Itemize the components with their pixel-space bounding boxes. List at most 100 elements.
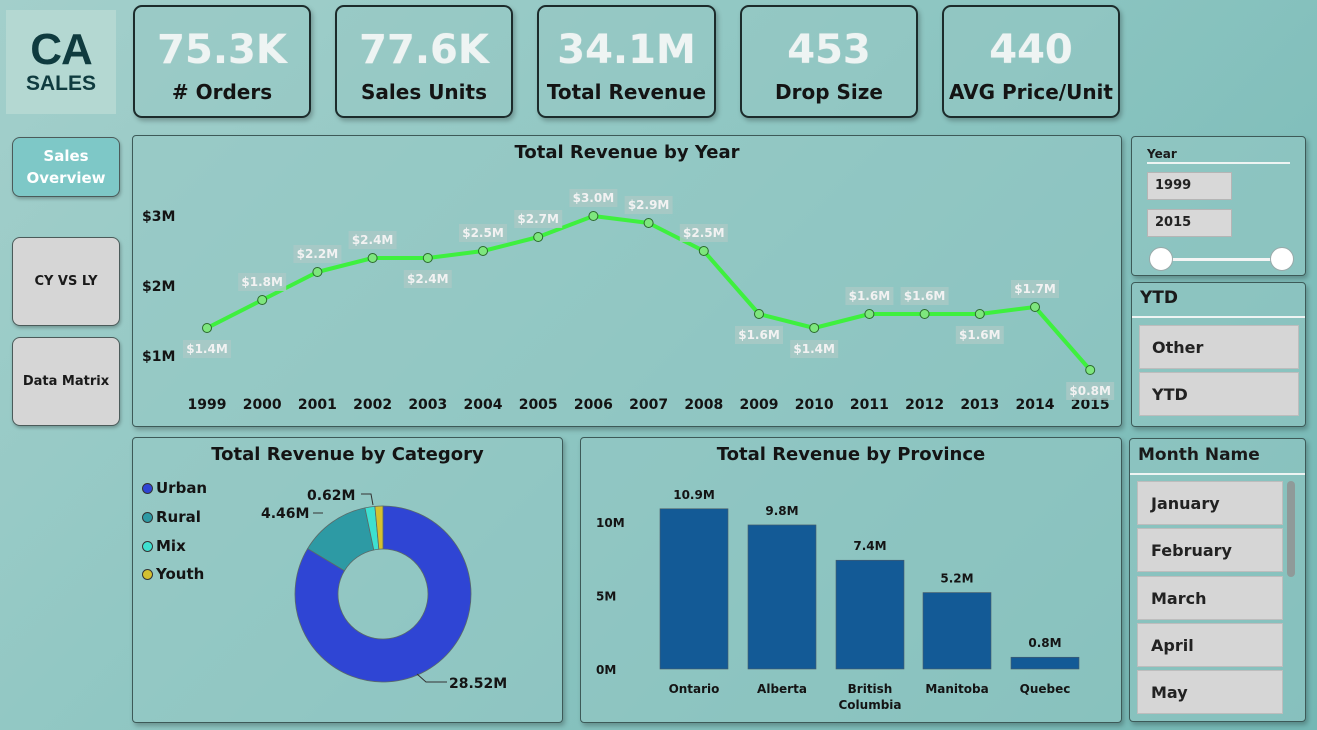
donut-slice-urban [294, 505, 472, 683]
leader-line-urban [416, 673, 447, 683]
bar-value-label: 9.8M [765, 504, 798, 518]
month-scrollbar[interactable] [1287, 481, 1295, 577]
kpi-value: 77.6K [359, 27, 489, 73]
data-label-bg [735, 326, 783, 344]
kpi-value: 453 [787, 27, 871, 73]
slice-label-mix: 0.62M [307, 488, 355, 504]
y-tick-label: $1M [142, 349, 175, 365]
month-option-february[interactable]: February [1137, 528, 1283, 572]
ca-sales-logo: CA SALES [6, 10, 116, 114]
bar-value-label: 7.4M [853, 539, 886, 553]
kpi-value: 440 [989, 27, 1073, 73]
data-label: $2.5M [462, 226, 504, 240]
bar-4 [1010, 656, 1080, 670]
data-label-bg [679, 224, 728, 242]
data-point [754, 309, 764, 319]
data-point [974, 309, 985, 319]
x-tick-label: 2014 [1016, 397, 1055, 413]
chart-title: Total Revenue by Category [211, 444, 484, 465]
data-label: $2.9M [628, 198, 670, 212]
data-label-bg [459, 224, 507, 242]
legend-item-mix: Mix [142, 537, 186, 555]
data-label-bg [955, 326, 1004, 344]
data-label: $1.7M [1014, 282, 1056, 296]
data-label: $2.2M [297, 247, 339, 261]
kpi-label: Total Revenue [546, 80, 707, 104]
month-option-january[interactable]: January [1137, 481, 1283, 525]
ytd-option-other[interactable]: Other [1139, 325, 1299, 369]
month-option-may[interactable]: May [1137, 670, 1283, 714]
chart-title: Total Revenue by Year [514, 142, 740, 163]
ytd-slicer: YTD Other YTD [1131, 282, 1306, 427]
y-tick-label: $3M [142, 209, 175, 225]
bar-0 [659, 508, 729, 670]
x-tick-label: 2001 [298, 397, 337, 413]
x-tick-label: Ontario [669, 682, 720, 696]
kpi-card-drop-size: 453 Drop Size [740, 5, 918, 118]
leader-line-mix [361, 493, 374, 506]
nav-data-matrix-button[interactable]: Data Matrix [12, 337, 120, 426]
data-point [202, 323, 212, 333]
data-label: $1.4M [793, 342, 835, 356]
legend-item-urban: Urban [142, 479, 207, 497]
month-option-april[interactable]: April [1137, 623, 1283, 667]
x-tick-label: 2010 [795, 397, 834, 413]
data-label: $2.5M [683, 226, 725, 240]
legend-label: Rural [156, 508, 201, 526]
data-label-bg [845, 287, 894, 305]
legend-dot-mix [142, 540, 153, 552]
year-to-input[interactable]: 2015 [1147, 209, 1232, 237]
data-point [919, 309, 930, 319]
legend-dot-rural [142, 511, 153, 523]
nav-cy-vs-ly-button[interactable]: CY VS LY [12, 237, 120, 326]
year-range-track [1162, 258, 1282, 261]
data-label-bg [624, 196, 673, 214]
y-tick-label: 10M [596, 516, 625, 530]
kpi-value: 75.3K [157, 27, 287, 73]
revenue-by-year-panel: Total Revenue by Year $1M $2M $3M 1999 2000 2… [132, 135, 1122, 427]
data-point [588, 211, 599, 221]
month-option-march[interactable]: March [1137, 576, 1283, 620]
kpi-label: AVG Price/Unit [949, 80, 1113, 104]
data-point [1030, 302, 1040, 312]
revenue-line [206, 214, 1092, 372]
donut-chart: 28.52M 4.46M 0.62M [261, 488, 507, 692]
legend-dot-urban [142, 482, 153, 494]
bar-chart: 0M 5M 10M 10.9M Ontario 9.8M Alberta 7.4M Britis… [596, 488, 1080, 712]
data-label-bg [348, 231, 397, 249]
year-range-end-handle[interactable] [1270, 247, 1294, 271]
data-label-bg [790, 340, 839, 358]
x-tick-label: 2004 [464, 397, 503, 413]
year-from-input[interactable]: 1999 [1147, 172, 1232, 200]
x-tick-label: 2005 [519, 397, 558, 413]
kpi-card-avg-price: 440 AVG Price/Unit [942, 5, 1120, 118]
month-title-underline [1130, 473, 1305, 475]
data-label: $2.4M [352, 233, 394, 247]
legend-item-youth: Youth [142, 565, 204, 583]
data-point [422, 253, 433, 263]
kpi-value: 34.1M [557, 27, 696, 73]
x-tick-label: 1999 [188, 397, 227, 413]
data-label: $1.6M [849, 289, 891, 303]
data-point [533, 232, 544, 242]
data-label: $1.6M [738, 328, 780, 342]
data-label: $2.4M [407, 272, 449, 286]
x-tick-label: 2012 [905, 397, 944, 413]
year-slicer: Year 1999 2015 [1131, 136, 1306, 276]
kpi-label: Drop Size [775, 80, 883, 104]
x-tick-label: 2015 [1071, 397, 1110, 413]
slice-label-urban: 28.52M [449, 676, 507, 692]
logo-line2: SALES [25, 72, 96, 95]
year-range-start-handle[interactable] [1149, 247, 1173, 271]
bar-3 [922, 592, 992, 670]
data-label-bg [238, 273, 287, 291]
ytd-title-underline [1132, 316, 1305, 318]
bar-value-label: 0.8M [1028, 636, 1061, 650]
data-point [864, 309, 875, 319]
ytd-option-ytd[interactable]: YTD [1139, 372, 1299, 416]
data-label-bg [293, 245, 342, 263]
chart-title: Total Revenue by Province [716, 444, 986, 465]
nav-sales-overview-button[interactable]: Sales Overview [12, 137, 120, 197]
data-label: $0.8M [1069, 384, 1111, 398]
x-tick-label: 2011 [850, 397, 889, 413]
